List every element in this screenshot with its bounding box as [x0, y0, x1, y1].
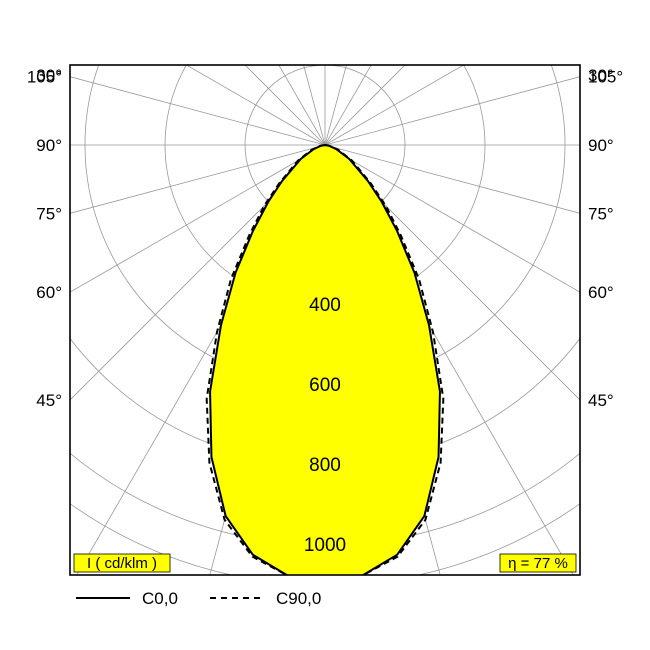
- intensity-fill: [210, 145, 440, 581]
- angle-label-right: 90°: [588, 136, 614, 155]
- legend-label-c0: C0,0: [142, 589, 178, 608]
- unit-label: I ( cd/klm ): [87, 555, 157, 572]
- angle-label-left: 45°: [36, 391, 62, 410]
- angle-label-left: 105°: [27, 68, 62, 87]
- angle-label-right: 60°: [588, 283, 614, 302]
- ring-label: 800: [309, 455, 341, 476]
- angle-label-left: 75°: [36, 204, 62, 223]
- angle-label-left: 60°: [36, 283, 62, 302]
- legend-label-c90: C90,0: [276, 589, 321, 608]
- ring-label: 1000: [304, 535, 346, 556]
- angle-label-left: 90°: [36, 136, 62, 155]
- angle-label-right: 105°: [588, 68, 623, 87]
- eta-label: η = 77 %: [508, 555, 568, 572]
- ring-label: 400: [309, 295, 341, 316]
- angle-label-right: 45°: [588, 391, 614, 410]
- polar-diagram: 4006008001000 30°30°45°45°60°60°75°75°90…: [0, 0, 650, 650]
- angle-label-right: 75°: [588, 204, 614, 223]
- ring-label: 600: [309, 375, 341, 396]
